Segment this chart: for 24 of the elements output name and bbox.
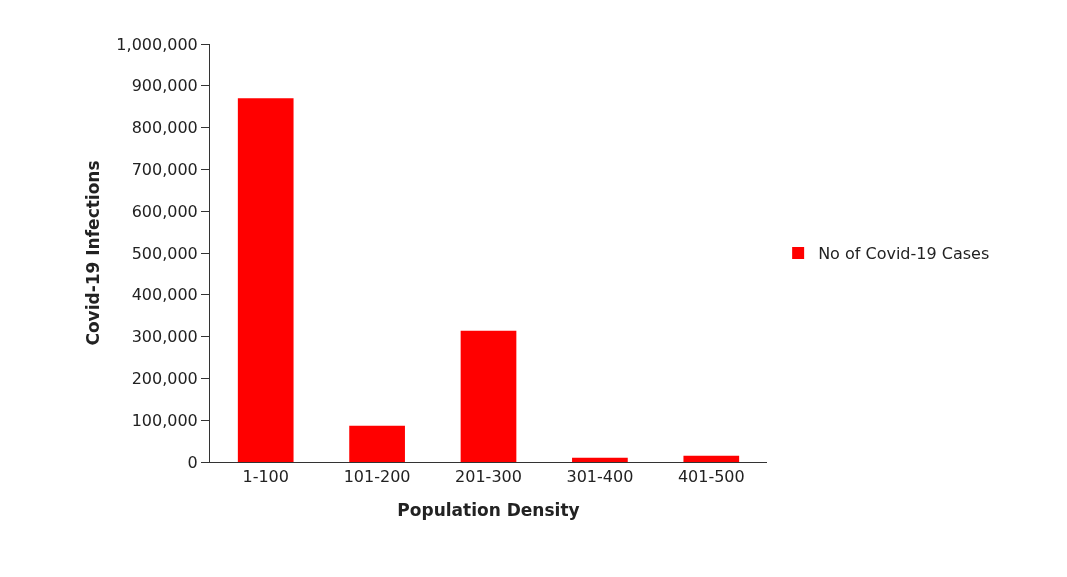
bar <box>460 330 517 462</box>
legend-label: No of Covid-19 Cases <box>818 244 990 264</box>
x-tick-label: 401-500 <box>677 467 745 487</box>
y-tick-label: 900,000 <box>131 76 198 96</box>
bar <box>349 425 405 462</box>
y-tick-label: 600,000 <box>131 201 198 221</box>
x-tick-label: 1-100 <box>242 467 289 487</box>
y-tick-label: 0 <box>187 452 198 472</box>
bar <box>572 457 628 462</box>
bar <box>683 455 740 462</box>
y-tick-label: 800,000 <box>131 118 198 138</box>
x-tick-label: 301-400 <box>566 467 634 487</box>
y-tick-label: 200,000 <box>131 369 198 388</box>
x-tick-label: 101-200 <box>343 467 411 487</box>
y-tick-label: 100,000 <box>131 410 198 430</box>
bar <box>237 98 294 462</box>
y-axis-title: Covid-19 Infections <box>82 160 103 346</box>
y-tick-label: 400,000 <box>131 285 198 305</box>
y-tick-label: 500,000 <box>131 243 198 263</box>
y-tick-label: 700,000 <box>131 160 198 179</box>
y-tick-label: 300,000 <box>131 327 198 347</box>
x-tick-label: 201-300 <box>455 467 522 487</box>
x-axis-title: Population Density <box>397 499 580 520</box>
y-tick-label: 1,000,000 <box>116 34 198 54</box>
